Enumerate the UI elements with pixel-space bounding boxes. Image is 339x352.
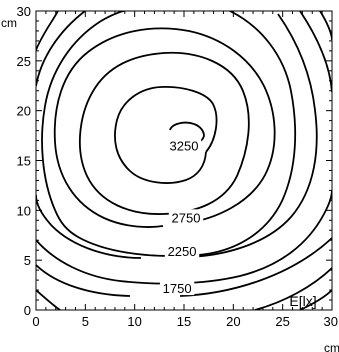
contour-label-layer: 3250 2750 2250 1750 [159, 137, 204, 296]
quantity-label: E[lx] [289, 293, 316, 309]
y-tick-label: 10 [17, 203, 31, 218]
contour-1750-right [179, 237, 332, 297]
y-unit-label: cm [1, 16, 17, 30]
contour-label: 2250 [168, 244, 197, 259]
contour-2250-left [36, 194, 142, 259]
contour-corner-br [254, 267, 332, 310]
contour-corner-tl-2 [36, 11, 59, 51]
contour-3000 [78, 51, 250, 215]
contour-2500 [41, 11, 128, 211]
x-tick-label: 0 [32, 314, 39, 329]
x-tick-label: 20 [226, 314, 240, 329]
contour-label-background [164, 243, 200, 259]
y-tick-label: 5 [24, 253, 31, 268]
contour-label: 1750 [163, 281, 192, 296]
x-tick-label: 25 [275, 314, 289, 329]
plot-background [36, 11, 332, 310]
contour-inner-peak [169, 121, 205, 143]
y-tick-label: 15 [17, 154, 31, 169]
x-unit-label: cm [324, 341, 339, 352]
contour-2750 [53, 27, 276, 228]
contour-3250 [114, 86, 218, 184]
contour-label: 2750 [172, 210, 201, 225]
contour-corner-br-2 [299, 289, 332, 310]
contour-2000 [36, 189, 332, 285]
y-tick-label: 0 [24, 303, 31, 318]
contour-label: 3250 [170, 139, 199, 154]
contour-corner-tr-1 [299, 11, 332, 93]
contour-label-background [166, 137, 202, 153]
x-tick-label: 10 [127, 314, 141, 329]
contour-2250 [187, 13, 318, 258]
x-tick-label: 15 [177, 314, 191, 329]
y-tick-label: 25 [17, 54, 31, 69]
contour-1750-left [36, 264, 131, 297]
x-tick-label: 5 [82, 314, 89, 329]
contour-2500-right [54, 11, 297, 257]
contour-label-background [168, 209, 204, 225]
y-tick-label: 20 [17, 104, 31, 119]
contour-label-background [159, 280, 195, 296]
contour-lines [36, 11, 332, 310]
contour-corner-tl-1 [36, 11, 86, 87]
y-tick-label: 30 [17, 4, 31, 19]
plot-frame [35, 10, 333, 311]
contour-corner-bl [36, 289, 61, 310]
x-tick-label: 30 [324, 314, 338, 329]
